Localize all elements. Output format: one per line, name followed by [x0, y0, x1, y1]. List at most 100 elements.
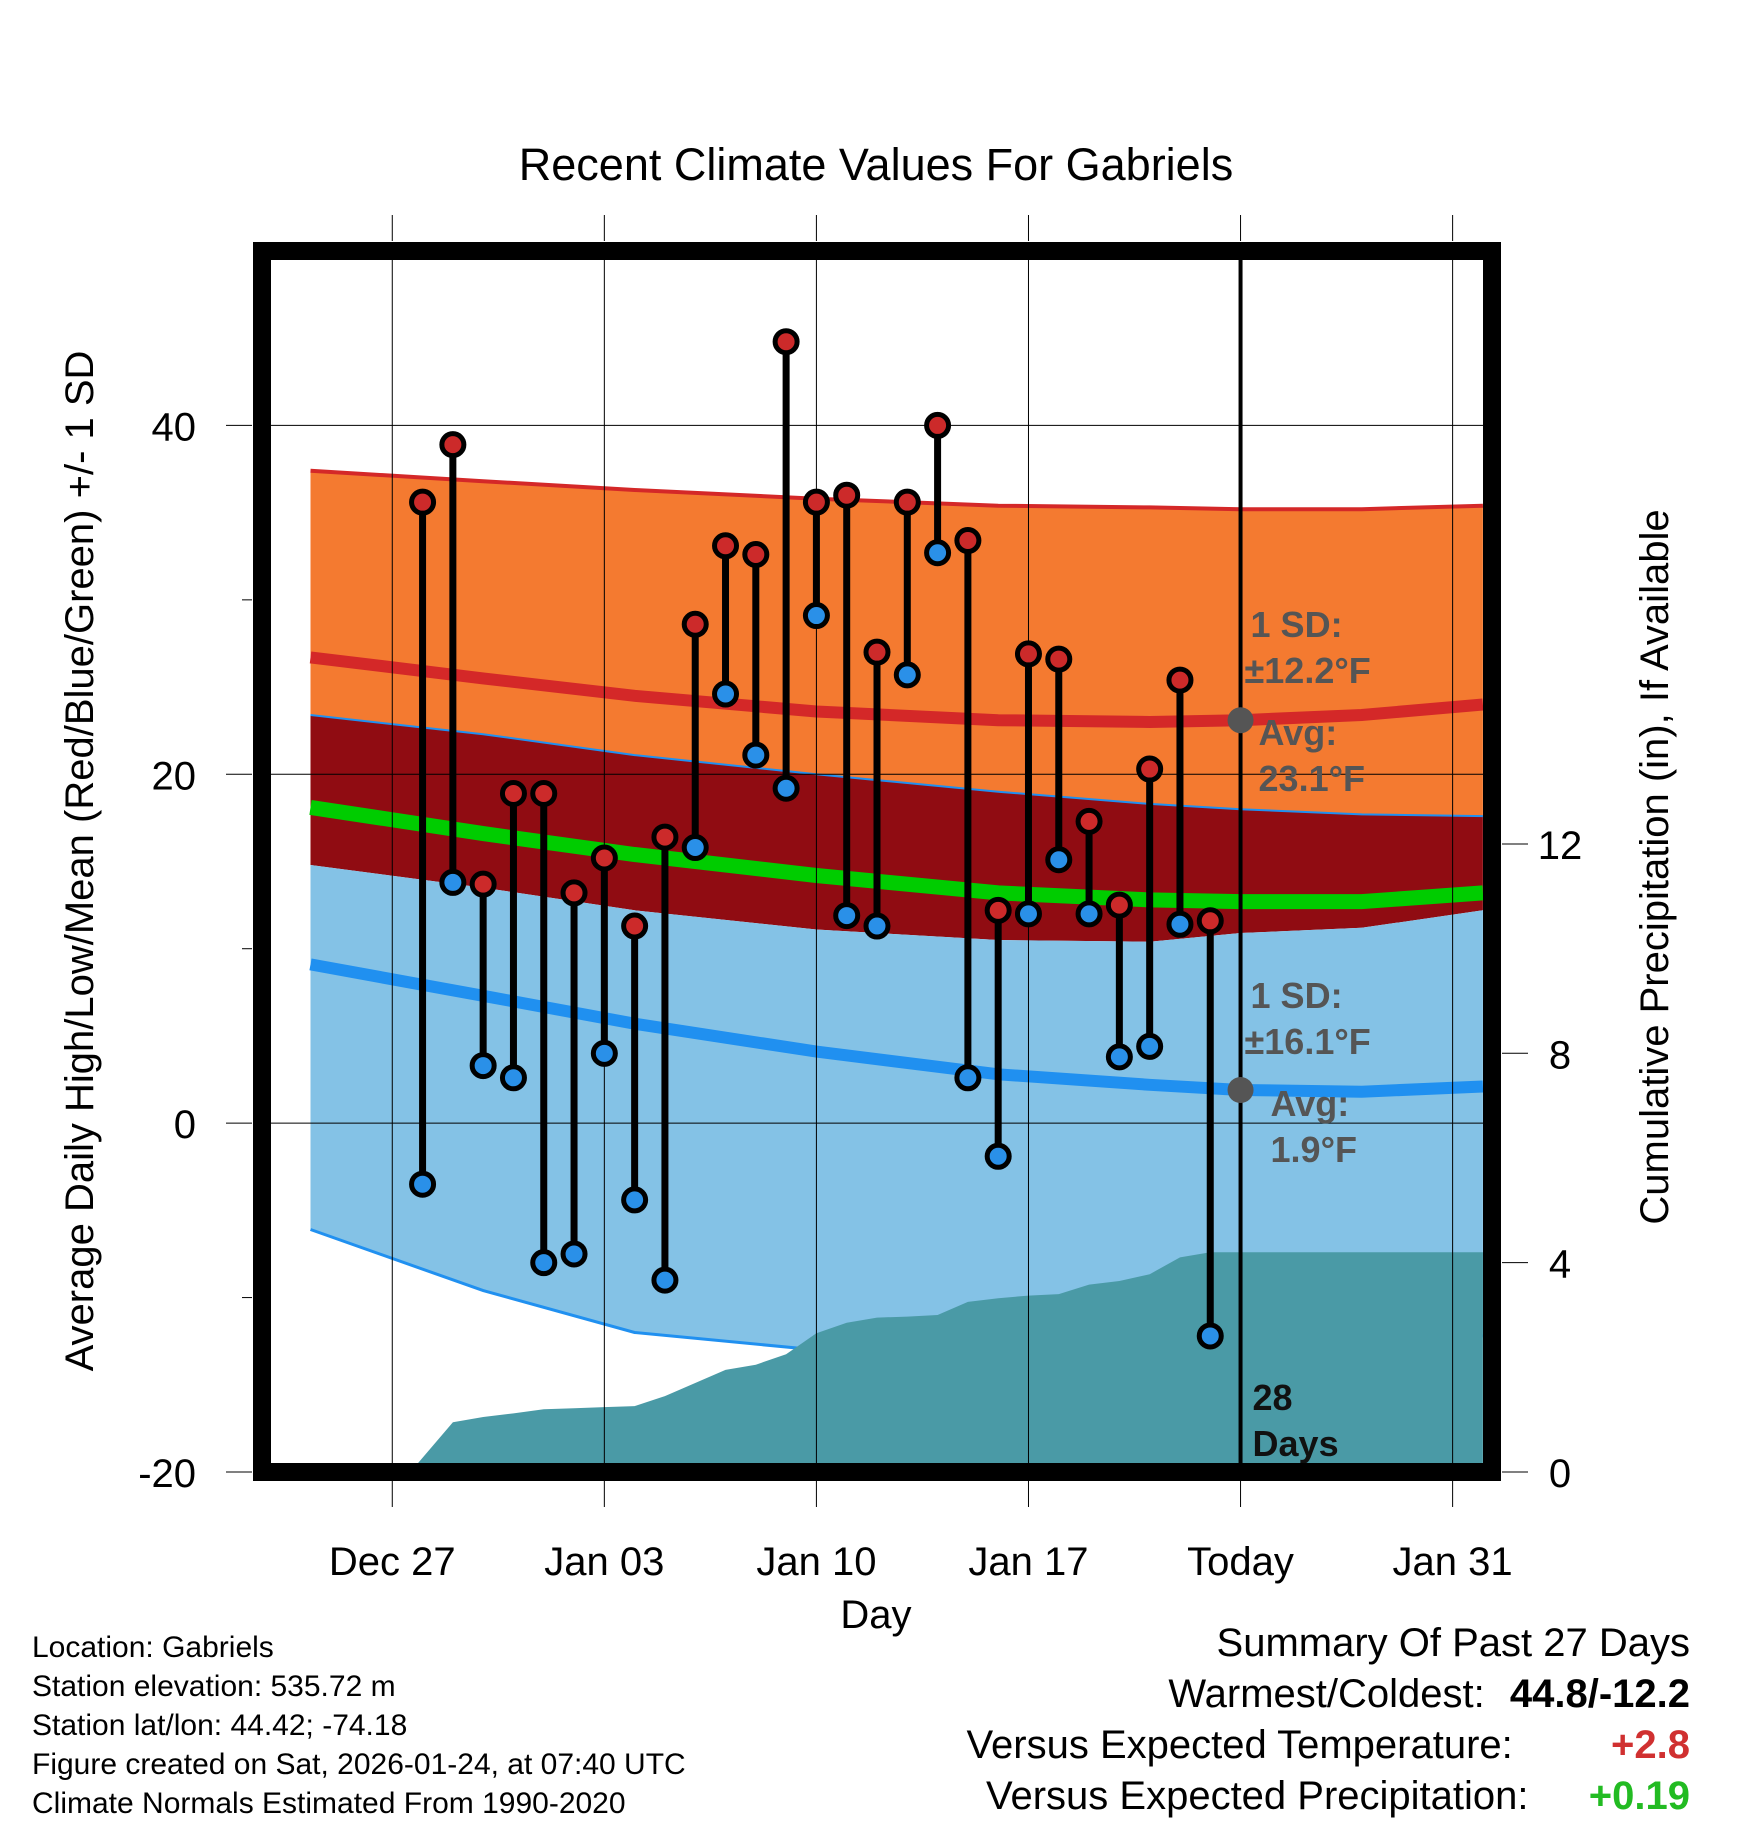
y-left-axis-label: Average Daily High/Low/Mean (Red/Blue/Gr…: [58, 351, 102, 1372]
daily-high-point: [954, 527, 982, 555]
avg-mean-line: [309, 799, 1484, 910]
high-avg-label: Avg:: [1259, 712, 1338, 753]
y-right-tick-label: 8: [1549, 1033, 1571, 1077]
daily-low-point: [833, 902, 861, 930]
daily-low-point: [1136, 1032, 1164, 1060]
daily-low-point: [772, 774, 800, 802]
low-avg-value: 1.9°F: [1271, 1129, 1357, 1170]
summary-panel: Summary Of Past 27 Days Warmest/Coldest:…: [967, 1618, 1690, 1822]
summary-temp: Versus Expected Temperature: +2.8: [967, 1720, 1690, 1771]
daily-low-point: [681, 834, 709, 862]
daily-high-point: [560, 879, 588, 907]
x-axis-label: Day: [840, 1593, 911, 1637]
today-low-avg-marker: [1227, 1077, 1254, 1104]
summary-warm-cold: Warmest/Coldest: 44.8/-12.2: [967, 1669, 1690, 1720]
daily-low-point: [1166, 910, 1194, 938]
high-avg-value: 23.1°F: [1259, 758, 1365, 799]
daily-low-point: [893, 661, 921, 689]
days-word: Days: [1253, 1423, 1339, 1464]
warm-cold-label: Warmest/Coldest:: [1168, 1672, 1485, 1716]
temp-label: Versus Expected Temperature:: [966, 1723, 1513, 1767]
daily-high-point: [1075, 807, 1103, 835]
daily-low-point: [712, 680, 740, 708]
low-sd-label: 1 SD:: [1251, 975, 1343, 1016]
daily-high-point: [802, 488, 830, 516]
daily-high-point: [621, 912, 649, 940]
plot-area: 1 SD: ±12.2°F Avg: 23.1°F 1 SD: ±16.1°F Avg: 1.…: [262, 251, 1492, 1472]
daily-high-point: [712, 532, 740, 560]
y-left-tick-label: 20: [152, 754, 197, 798]
info-latlon: Station lat/lon: 44.42; -74.18: [32, 1709, 408, 1742]
y-left-tick-label: 40: [152, 405, 197, 449]
plot-frame: [253, 242, 1501, 1481]
daily-high-point: [409, 488, 437, 516]
precip-value: +0.19: [1588, 1774, 1690, 1818]
y-right-tick-label: 0: [1549, 1452, 1571, 1496]
daily-high-point: [1105, 891, 1133, 919]
high-sd-value: ±12.2°F: [1245, 650, 1371, 691]
daily-low-point: [1045, 846, 1073, 874]
daily-high-point: [530, 779, 558, 807]
y-right-axis-label: Cumulative Precipitation (in), If Availa…: [1633, 509, 1677, 1224]
daily-low-point: [1014, 900, 1042, 928]
summary-precip: Versus Expected Precipitation: +0.19: [967, 1771, 1690, 1822]
precip-area: [410, 1252, 1483, 1472]
daily-low-point: [499, 1064, 527, 1092]
info-normals: Climate Normals Estimated From 1990-2020: [32, 1787, 626, 1820]
x-tick-label: Jan 17: [968, 1540, 1088, 1584]
info-elevation: Station elevation: 535.72 m: [32, 1670, 396, 1703]
axes: Dec 27 Jan 03 Jan 10 Jan 17 Today Jan 31 -20 0 2…: [138, 215, 1582, 1584]
info-created: Figure created on Sat, 2026-01-24, at 07…: [32, 1748, 686, 1781]
avg-high-line: [309, 651, 1484, 729]
daily-high-point: [924, 411, 952, 439]
x-tick-label: Jan 31: [1393, 1540, 1513, 1584]
station-info: Location: Gabriels Station elevation: 53…: [32, 1628, 686, 1823]
daily-low-point: [530, 1249, 558, 1277]
high-sd-band: [310, 470, 1483, 817]
high-upper-line: [310, 468, 1483, 512]
daily-low-point: [924, 539, 952, 567]
x-tick-label: Jan 10: [756, 1540, 876, 1584]
daily-high-point: [893, 488, 921, 516]
daily-low-point: [802, 602, 830, 630]
daily-high-point: [590, 844, 618, 872]
daily-low-point: [651, 1266, 679, 1294]
daily-high-point: [681, 610, 709, 638]
temp-value: +2.8: [1611, 1723, 1690, 1767]
daily-high-point: [499, 779, 527, 807]
days-count: 28: [1253, 1377, 1293, 1418]
daily-low-point: [590, 1039, 618, 1067]
low-sd-value: ±16.1°F: [1245, 1021, 1371, 1062]
daily-high-point: [469, 870, 497, 898]
x-tick-label: Today: [1187, 1540, 1294, 1584]
info-location: Location: Gabriels: [32, 1631, 274, 1664]
y-left-tick-label: -20: [138, 1452, 196, 1496]
daily-high-point: [1166, 666, 1194, 694]
today-high-avg-marker: [1227, 707, 1254, 734]
daily-low-point: [1105, 1043, 1133, 1071]
warm-cold-value: 44.8/-12.2: [1509, 1672, 1690, 1716]
daily-low-point: [742, 741, 770, 769]
y-left-tick-label: 0: [174, 1103, 196, 1147]
y-right-tick-label: 4: [1549, 1243, 1571, 1287]
daily-high-point: [1014, 640, 1042, 668]
high-lower-line: [310, 714, 1483, 818]
daily-low-point: [1196, 1322, 1224, 1350]
daily-low-point: [1075, 900, 1103, 928]
daily-high-point: [1136, 755, 1164, 783]
high-sd-label: 1 SD:: [1251, 604, 1343, 645]
summary-title: Summary Of Past 27 Days: [1216, 1621, 1690, 1665]
daily-high-point: [1196, 907, 1224, 935]
x-tick-label: Jan 03: [544, 1540, 664, 1584]
precip-label: Versus Expected Precipitation:: [986, 1774, 1529, 1818]
daily-high-point: [863, 638, 891, 666]
daily-low-point: [954, 1064, 982, 1092]
y-right-tick-label: 12: [1538, 824, 1583, 868]
daily-low-point: [863, 912, 891, 940]
daily-high-point: [742, 541, 770, 569]
daily-high-point: [439, 431, 467, 459]
daily-low-point: [439, 868, 467, 896]
daily-low-point: [984, 1142, 1012, 1170]
daily-low-point: [621, 1186, 649, 1214]
